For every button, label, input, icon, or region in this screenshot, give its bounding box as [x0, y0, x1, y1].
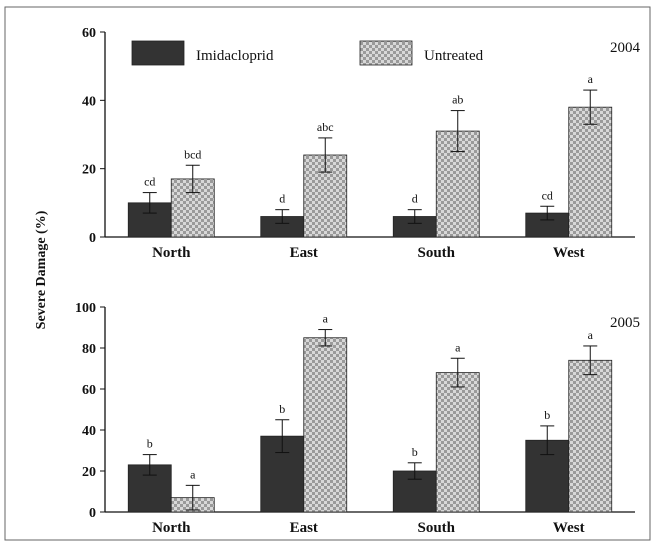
significance-letter: cd [144, 175, 155, 189]
x-tick-label: West [553, 245, 585, 261]
significance-letter: d [279, 192, 285, 206]
bar-untreated [568, 359, 613, 513]
bar-untreated [568, 106, 613, 238]
bar-imidacloprid [127, 202, 172, 238]
significance-letter: b [279, 402, 285, 416]
legend: Imidacloprid Untreated [131, 40, 484, 66]
x-tick-label: East [290, 245, 318, 261]
legend-swatch-imidacloprid [131, 40, 185, 66]
y-tick-label: 60 [82, 26, 96, 41]
y-tick-label: 0 [89, 506, 96, 521]
significance-letter: cd [542, 188, 553, 202]
y-axis-title: Severe Damage (%) [34, 210, 49, 329]
legend-label-untreated: Untreated [424, 48, 484, 64]
panel-title: 2005 [610, 315, 640, 331]
significance-letter: d [412, 192, 418, 206]
y-tick-label: 100 [75, 301, 96, 316]
y-tick-label: 0 [89, 231, 96, 246]
panel-2005: 0 20 40 60 80 100 2005 North b a East b a South b a West… [75, 301, 640, 536]
x-tick-label: West [553, 520, 585, 536]
x-tick-label: South [417, 245, 455, 261]
significance-letter: bcd [184, 147, 201, 161]
panel-2004: 0 20 40 60 2004 North cd bcd East d abc South d ab Wes… [82, 26, 641, 261]
outer-frame [4, 6, 651, 541]
significance-letter: a [455, 340, 461, 354]
legend-swatch-untreated [359, 40, 413, 66]
x-tick-label: South [417, 520, 455, 536]
y-tick-label: 80 [82, 342, 96, 357]
x-tick-label: North [152, 520, 191, 536]
panel-title: 2004 [610, 40, 641, 56]
significance-letter: a [588, 328, 594, 342]
x-tick-label: North [152, 245, 191, 261]
legend-label-imidacloprid: Imidacloprid [196, 48, 274, 64]
y-tick-label: 20 [82, 465, 96, 480]
significance-letter: abc [317, 120, 334, 134]
y-tick-label: 60 [82, 383, 96, 398]
y-tick-label: 40 [82, 94, 96, 109]
bar-untreated [435, 372, 480, 513]
significance-letter: a [190, 467, 196, 481]
significance-letter: a [323, 312, 329, 326]
significance-letter: b [412, 445, 418, 459]
significance-letter: ab [452, 93, 463, 107]
bar-untreated [303, 337, 348, 513]
y-tick-label: 20 [82, 163, 96, 178]
y-tick-label: 40 [82, 424, 96, 439]
significance-letter: b [147, 437, 153, 451]
significance-letter: a [588, 72, 594, 86]
x-tick-label: East [290, 520, 318, 536]
significance-letter: b [544, 408, 550, 422]
